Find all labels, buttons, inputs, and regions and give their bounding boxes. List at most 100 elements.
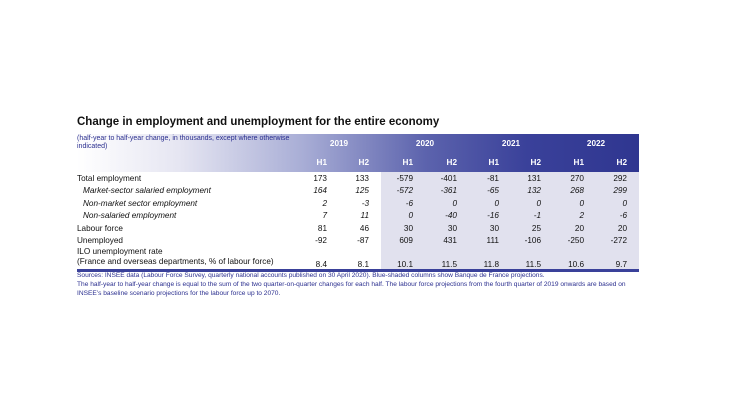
table-row: Non-salaried employment 7 11 0 -40 -16 -1 2 -6: [77, 209, 639, 223]
table-row: Labour force 81 46 30 30 30 25 20 20: [77, 222, 639, 235]
table-cell: 0: [469, 197, 511, 210]
sources-note: Sources: INSEE data (Labour Force Survey…: [77, 271, 647, 298]
table-cell: 2: [322, 198, 327, 208]
table-row: Market-sector salaried employment 164 125 -…: [77, 184, 639, 198]
table-cell: 292: [596, 172, 639, 185]
row-label-text: Non-market sector employment: [83, 198, 198, 208]
table-cell: 125: [355, 186, 369, 196]
table-cell: -3: [361, 198, 369, 208]
table-cell: 11.5: [425, 247, 469, 269]
table-note: (half-year to half-year change, in thous…: [77, 134, 290, 151]
table-cell: -401: [425, 172, 469, 185]
row-label: ILO unemployment rate (France and oversea…: [77, 247, 297, 269]
table-cell: 173: [313, 173, 327, 183]
sources-line: Sources: INSEE data (Labour Force Survey…: [77, 272, 545, 279]
table-cell: -92: [315, 236, 327, 246]
table-cell: 132: [511, 184, 553, 197]
header-years-row: (half-year to half-year change, in thous…: [77, 134, 639, 152]
table-cell: -572: [381, 184, 425, 197]
table-cell: -6: [596, 209, 639, 222]
table-row: Non-market sector employment 2 -3 -6 0 0 0 0 0: [77, 197, 639, 210]
table-cell: -361: [425, 184, 469, 197]
table-cell: 164: [313, 186, 327, 196]
half-header: H1: [402, 157, 413, 167]
half-header: H1: [488, 157, 499, 167]
table-cell: -65: [469, 184, 511, 197]
row-label-subtext: (France and overseas departments, % of l…: [77, 257, 274, 266]
row-label: Unemployed: [77, 235, 297, 248]
year-header: 2021: [501, 138, 521, 148]
row-label: Non-salaried employment: [77, 210, 297, 223]
table-cell: -40: [425, 209, 469, 222]
employment-table: (half-year to half-year change, in thous…: [77, 134, 639, 272]
row-label-text: ILO unemployment rate: [77, 247, 163, 256]
table-row: Unemployed -92 -87 609 431 111 -106 -250 -272: [77, 234, 639, 248]
half-header: H1: [316, 157, 327, 167]
table-cell: 268: [553, 184, 596, 197]
row-label-text: Total employment: [77, 173, 142, 183]
table-cell: -106: [511, 234, 553, 247]
row-label-text: Unemployed: [77, 236, 123, 246]
row-label-text: Labour force: [77, 223, 123, 233]
table-title: Change in employment and unemployment fo…: [77, 116, 440, 128]
table-cell: -272: [596, 234, 639, 247]
table-bottom-rule: [77, 269, 639, 272]
half-header: H2: [358, 157, 369, 167]
half-header: H2: [446, 157, 457, 167]
table-cell: 7: [322, 211, 327, 221]
table-cell: 299: [596, 184, 639, 197]
table-cell: 133: [355, 173, 369, 183]
header-halves-row: H1 H2 H1 H2 H1 H2 H1 H2: [77, 152, 639, 172]
table-cell: 25: [511, 222, 553, 235]
row-label: Market-sector salaried employment: [77, 185, 297, 198]
table-row: Total employment 173 133 -579 -401 -81 131 270 2…: [77, 172, 639, 185]
table-row: ILO unemployment rate (France and oversea…: [77, 247, 639, 269]
table-cell: 20: [553, 222, 596, 235]
row-label: Non-market sector employment: [77, 197, 297, 210]
table-cell: 0: [381, 209, 425, 222]
table-cell: 0: [425, 197, 469, 210]
table-cell: 270: [553, 172, 596, 185]
table-cell: 8.1: [357, 260, 369, 269]
table-cell: -250: [553, 234, 596, 247]
table-cell: 11: [360, 211, 370, 221]
half-header: H1: [573, 157, 584, 167]
table-cell: 0: [511, 197, 553, 210]
table-cell: 2: [553, 209, 596, 222]
table-cell: -16: [469, 209, 511, 222]
table-cell: -81: [469, 172, 511, 185]
table-cell: -579: [381, 172, 425, 185]
half-header: H2: [616, 157, 627, 167]
year-header: 2019: [329, 138, 349, 148]
row-label: Total employment: [77, 172, 297, 185]
sources-line: The half-year to half-year change is equ…: [77, 281, 626, 297]
table-cell: -1: [511, 209, 553, 222]
table-cell: 11.8: [469, 247, 511, 269]
table-cell: 30: [425, 222, 469, 235]
table-bottom-rule-cell: [77, 269, 639, 272]
table-cell: 46: [359, 223, 369, 233]
header-spacer: [77, 152, 297, 172]
table-cell: 20: [596, 222, 639, 235]
row-label-text: Non-salaried employment: [83, 211, 177, 221]
table-cell: 30: [469, 222, 511, 235]
half-header: H2: [530, 157, 541, 167]
table-cell: 9.7: [596, 247, 639, 269]
table-cell: 131: [511, 172, 553, 185]
year-header: 2020: [415, 138, 435, 148]
table-cell: 8.4: [315, 260, 327, 269]
table-cell: -6: [381, 197, 425, 210]
table-cell: 11.5: [511, 247, 553, 269]
table-cell: 0: [596, 197, 639, 210]
table-cell: 30: [381, 222, 425, 235]
table-cell: 111: [469, 234, 511, 247]
table-cell: 81: [317, 223, 327, 233]
table-cell: 609: [381, 234, 425, 247]
row-label-text: Market-sector salaried employment: [83, 186, 211, 196]
table-cell: 431: [425, 234, 469, 247]
row-label: Labour force: [77, 222, 297, 235]
table-cell: -87: [357, 236, 369, 246]
table-cell: 10.6: [553, 247, 596, 269]
table-cell: 0: [553, 197, 596, 210]
year-header: 2022: [586, 138, 606, 148]
